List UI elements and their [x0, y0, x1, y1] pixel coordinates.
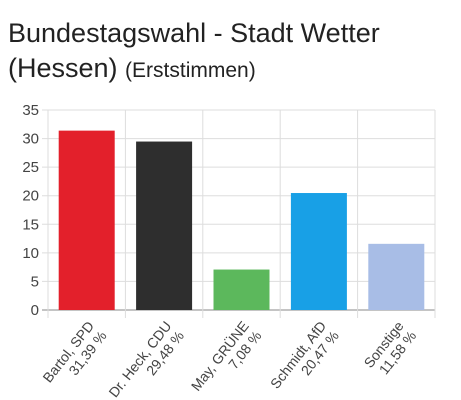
y-axis: 0 5 10 15 20 25 30 35	[22, 102, 39, 319]
y-tick-label: 5	[31, 273, 39, 290]
bar	[136, 141, 193, 310]
chart-subtitle: (Erststimmen)	[125, 59, 256, 82]
bar	[368, 243, 425, 310]
y-tick-label: 15	[22, 216, 39, 233]
y-tick-label: 25	[22, 159, 39, 176]
chart-title-text: Bundestagswahl - Stadt Wetter (Hessen)	[8, 18, 380, 83]
bar	[213, 269, 270, 310]
bar	[58, 130, 115, 310]
y-tick-label: 30	[22, 131, 39, 148]
y-tick-label: 0	[31, 302, 39, 319]
y-tick-label: 20	[22, 188, 39, 205]
y-tick-label: 10	[22, 245, 39, 262]
bar	[290, 193, 347, 310]
y-tick-label: 35	[22, 102, 39, 119]
chart-title: Bundestagswahl - Stadt Wetter (Hessen) (…	[8, 16, 458, 88]
bars	[58, 130, 425, 310]
